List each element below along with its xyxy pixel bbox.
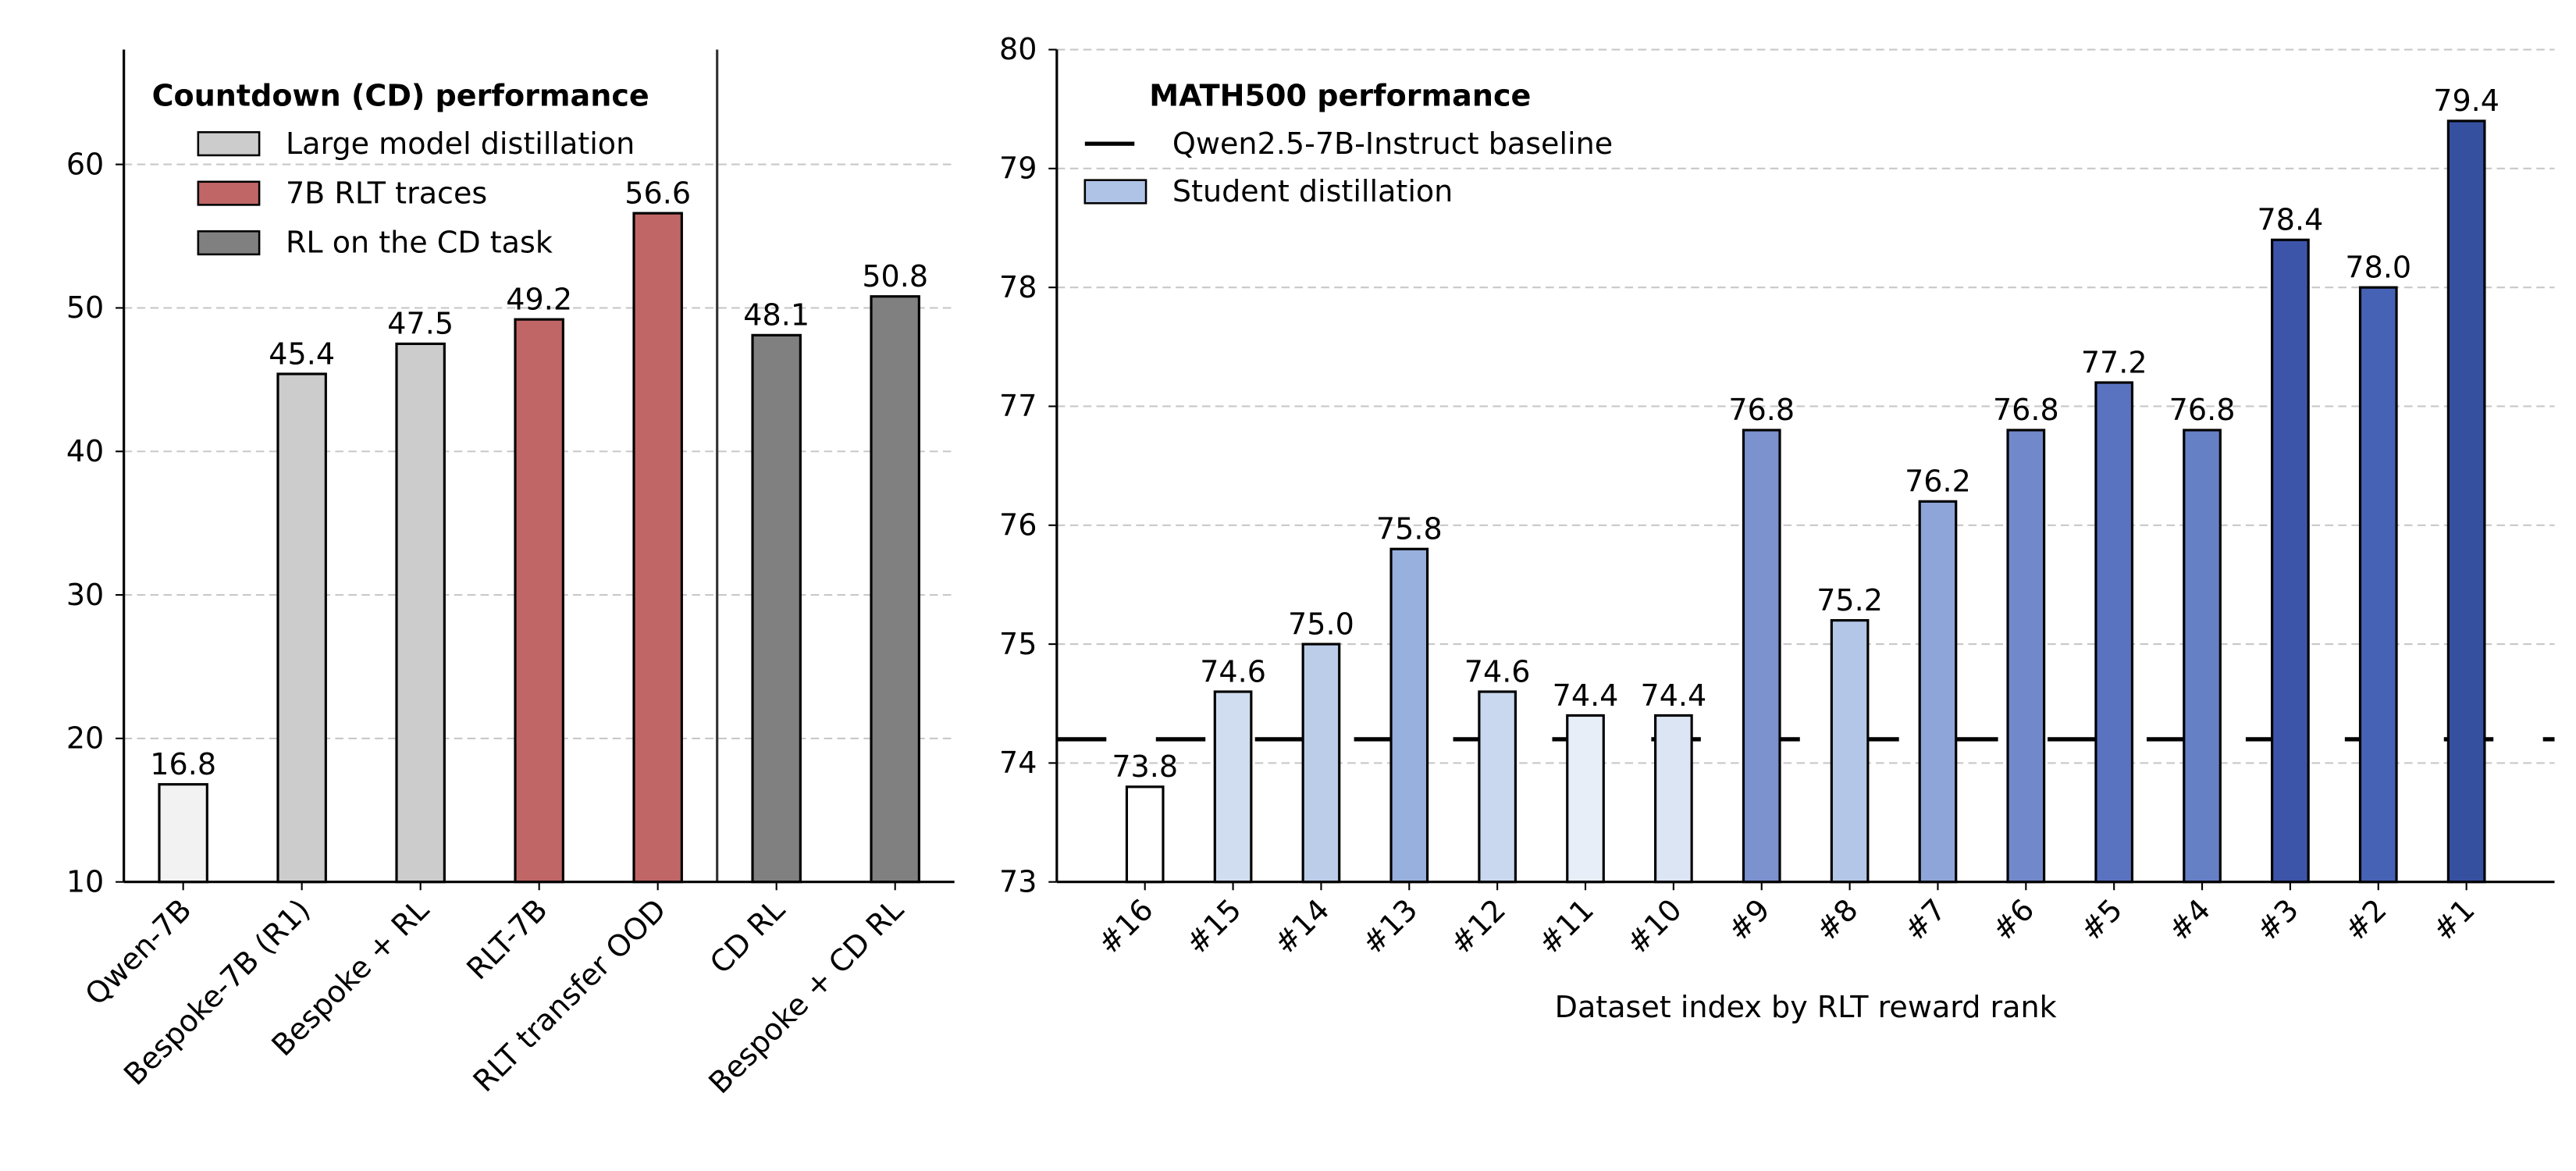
legend-label: 7B RLT traces (286, 176, 487, 210)
bar (276, 372, 327, 884)
value-label: 56.6 (624, 176, 691, 210)
y-tick-label: 74 (999, 746, 1037, 780)
x-tick-label: #13 (1355, 892, 1424, 961)
x-tick-label: #11 (1532, 892, 1600, 961)
value-label: 75.8 (1376, 512, 1443, 546)
y-tick-label: 78 (999, 270, 1037, 304)
legend-title: Countdown (CD) performance (152, 78, 649, 112)
value-label: 76.8 (2169, 393, 2236, 427)
bar (2006, 429, 2046, 884)
bar (2183, 429, 2222, 884)
bar (1830, 619, 1870, 884)
bar (1742, 429, 1781, 884)
x-axis-label: Dataset index by RLT reward rank (1555, 990, 2057, 1024)
x-tick-label: #1 (2426, 892, 2482, 948)
value-label: 74.4 (1641, 678, 1707, 713)
value-label: 50.8 (862, 259, 928, 294)
legend-label: Large model distillation (286, 126, 635, 161)
bar (2094, 381, 2134, 884)
legend-label: RL on the CD task (286, 226, 553, 260)
legend-swatch (197, 180, 261, 206)
bar (1213, 690, 1253, 884)
value-label: 45.4 (269, 336, 335, 371)
legend-swatch (197, 131, 261, 157)
bar (1478, 690, 1517, 884)
x-tick-label: #8 (1809, 892, 1865, 948)
value-label: 76.2 (1905, 464, 1971, 499)
x-tick-label: Qwen-7B (78, 892, 197, 1012)
value-label: 78.0 (2345, 250, 2411, 284)
bar (1125, 785, 1165, 884)
bar (1389, 547, 1429, 884)
bar (1918, 500, 1958, 884)
value-label: 74.4 (1553, 678, 1619, 713)
value-label: 48.1 (743, 298, 809, 333)
y-tick-label: 20 (66, 721, 104, 756)
value-label: 75.0 (1288, 607, 1354, 641)
bar (1566, 714, 1605, 884)
value-label: 76.8 (1728, 393, 1795, 427)
value-label: 77.2 (2081, 345, 2147, 379)
legend-title: MATH500 performance (1149, 78, 1531, 112)
bar (2358, 286, 2398, 884)
bar (2446, 119, 2486, 884)
x-tick-label: #6 (1986, 892, 2041, 948)
bar (1654, 714, 1693, 884)
value-label: 16.8 (150, 747, 216, 781)
value-label: 73.8 (1112, 749, 1178, 784)
value-label: 78.4 (2258, 203, 2324, 237)
x-tick-label: Bespoke + CD RL (702, 892, 909, 1100)
y-tick-label: 76 (999, 507, 1037, 542)
y-tick-label: 80 (999, 32, 1037, 66)
bar (870, 295, 920, 884)
y-tick-label: 73 (999, 864, 1037, 899)
legend-label: Qwen2.5-7B-Instruct baseline (1172, 126, 1613, 161)
bar (158, 783, 208, 884)
value-label: 49.2 (506, 282, 572, 316)
x-tick-label: CD RL (703, 892, 792, 981)
x-tick-label: #4 (2161, 892, 2217, 948)
y-tick-label: 77 (999, 389, 1037, 423)
bar (1301, 642, 1341, 884)
y-tick-label: 50 (66, 290, 104, 325)
y-tick-label: 10 (66, 864, 104, 899)
x-tick-label: #9 (1721, 892, 1777, 948)
bar (395, 342, 446, 884)
y-tick-label: 60 (66, 147, 104, 181)
legend-label: Student distillation (1172, 174, 1453, 208)
x-tick-label: #16 (1091, 892, 1160, 961)
x-tick-label: #2 (2338, 892, 2393, 948)
y-tick-label: 40 (66, 434, 104, 468)
value-label: 75.2 (1816, 583, 1883, 618)
x-tick-label: #7 (1898, 892, 1953, 948)
x-tick-label: #5 (2073, 892, 2129, 948)
x-tick-label: #10 (1620, 892, 1688, 961)
bar (632, 212, 683, 884)
y-tick-label: 30 (66, 578, 104, 612)
legend-swatch (1083, 179, 1147, 205)
x-tick-label: #12 (1443, 892, 1512, 961)
x-tick-label: #15 (1179, 892, 1248, 961)
x-tick-label: #3 (2250, 892, 2305, 948)
y-tick-label: 75 (999, 627, 1037, 661)
bar (514, 318, 564, 884)
value-label: 47.5 (387, 307, 454, 341)
legend-swatch (197, 230, 261, 256)
y-tick-label: 79 (999, 151, 1037, 186)
bar (751, 333, 802, 884)
value-label: 76.8 (1993, 393, 2059, 427)
x-tick-label: RLT-7B (460, 892, 553, 986)
x-tick-label: #14 (1268, 892, 1336, 961)
bar (2271, 238, 2310, 884)
value-label: 74.6 (1464, 654, 1531, 689)
value-label: 79.4 (2433, 84, 2500, 118)
value-label: 74.6 (1200, 654, 1266, 689)
